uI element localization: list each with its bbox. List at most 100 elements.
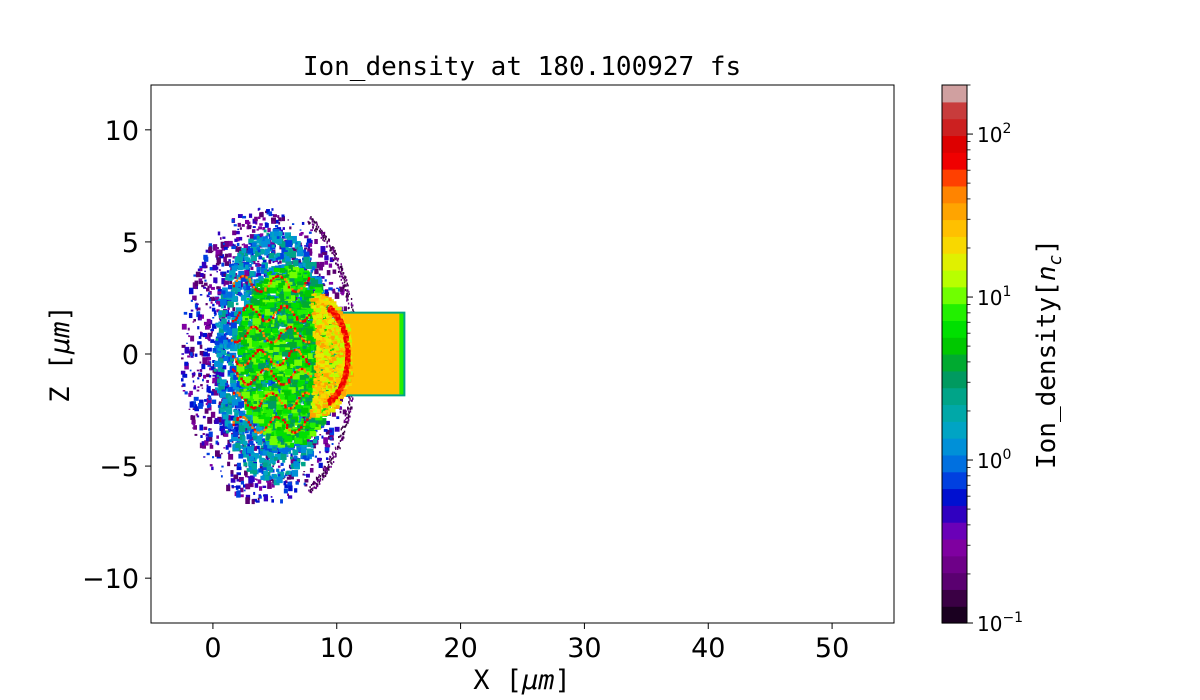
- density-cell: [317, 226, 319, 229]
- density-cell: [209, 306, 212, 309]
- density-cell: [188, 312, 193, 319]
- density-cell: [334, 446, 337, 449]
- density-cell: [278, 384, 284, 389]
- density-cell: [296, 249, 304, 257]
- density-cell: [250, 246, 258, 253]
- density-cell: [190, 346, 195, 352]
- density-cell: [252, 394, 259, 399]
- density-cell: [192, 422, 196, 426]
- density-cell: [303, 474, 306, 476]
- density-cell: [188, 350, 192, 353]
- density-cell: [193, 274, 197, 277]
- density-cell: [252, 413, 261, 420]
- density-cell: [277, 215, 280, 219]
- density-cell: [271, 235, 279, 243]
- density-cell: [184, 362, 189, 370]
- density-cell: [314, 455, 318, 458]
- density-cell: [220, 408, 225, 414]
- density-cell: [238, 453, 244, 459]
- density-cell: [289, 456, 293, 460]
- density-cell: [304, 483, 308, 487]
- density-cell: [328, 287, 333, 291]
- density-cell: [237, 214, 243, 218]
- density-cell: [243, 447, 249, 453]
- density-cell: [304, 290, 314, 297]
- density-cell: [340, 267, 343, 270]
- density-cell: [219, 322, 225, 327]
- density-cell: [243, 329, 247, 333]
- density-cell: [255, 264, 258, 266]
- density-cell: [220, 452, 223, 455]
- density-cell: [310, 323, 315, 327]
- density-cell: [250, 463, 257, 470]
- density-cell: [215, 371, 221, 378]
- density-cell: [342, 425, 344, 428]
- density-cell: [259, 342, 268, 350]
- density-cell: [298, 306, 306, 312]
- density-cell: [304, 362, 310, 368]
- density-cell: [303, 428, 307, 433]
- density-cell: [201, 363, 206, 370]
- density-cell: [194, 353, 198, 357]
- density-cell: [220, 475, 223, 478]
- density-cell: [283, 288, 292, 296]
- density-cell: [282, 227, 285, 230]
- density-cell: [279, 432, 287, 439]
- density-cell: [220, 371, 225, 377]
- density-cell: [318, 273, 321, 277]
- density-cell: [230, 472, 234, 477]
- density-cell: [216, 324, 221, 328]
- density-cell: [315, 483, 318, 486]
- density-cell: [322, 474, 324, 477]
- density-cell: [278, 217, 282, 222]
- density-cell: [190, 309, 194, 312]
- density-cell: [226, 484, 231, 492]
- density-cell: [207, 289, 210, 291]
- density-cell: [229, 261, 231, 264]
- density-cell: [222, 354, 225, 357]
- density-cell: [207, 292, 211, 295]
- density-cell: [241, 307, 245, 311]
- density-cell: [241, 243, 244, 246]
- density-cell: [286, 424, 291, 428]
- density-cell: [340, 263, 342, 266]
- density-cell: [350, 406, 352, 409]
- density-cell: [308, 450, 313, 455]
- density-cell: [273, 457, 278, 461]
- density-cell: [337, 446, 339, 449]
- density-cell: [317, 483, 319, 486]
- density-cell: [231, 373, 236, 377]
- density-cell: [339, 275, 341, 278]
- density-cell: [239, 316, 243, 320]
- density-cell: [227, 351, 230, 354]
- density-cell: [315, 484, 318, 487]
- density-cell: [228, 259, 231, 262]
- density-cell: [257, 216, 261, 220]
- density-cell: [255, 379, 261, 384]
- density-cell: [184, 361, 189, 366]
- density-cell: [250, 252, 254, 258]
- density-cell: [294, 340, 303, 347]
- density-cell: [224, 431, 229, 437]
- density-cell: [338, 286, 341, 288]
- density-cell: [228, 453, 234, 460]
- density-cell: [180, 370, 186, 375]
- density-cell: [338, 267, 341, 270]
- density-cell: [315, 487, 317, 490]
- density-cell: [300, 282, 304, 286]
- density-cell: [219, 344, 224, 349]
- density-cell: [334, 258, 337, 261]
- density-cell: [303, 471, 306, 473]
- density-cell: [326, 242, 328, 245]
- density-cell: [270, 324, 275, 327]
- density-cell: [244, 256, 249, 261]
- density-cell: [347, 419, 350, 422]
- density-cell: [322, 238, 324, 241]
- density-cell: [187, 355, 191, 358]
- density-cell: [218, 310, 226, 318]
- density-cell: [197, 341, 202, 345]
- density-cell: [294, 241, 301, 247]
- density-cell: [235, 442, 241, 448]
- density-cell: [240, 494, 244, 498]
- density-cell: [282, 459, 286, 463]
